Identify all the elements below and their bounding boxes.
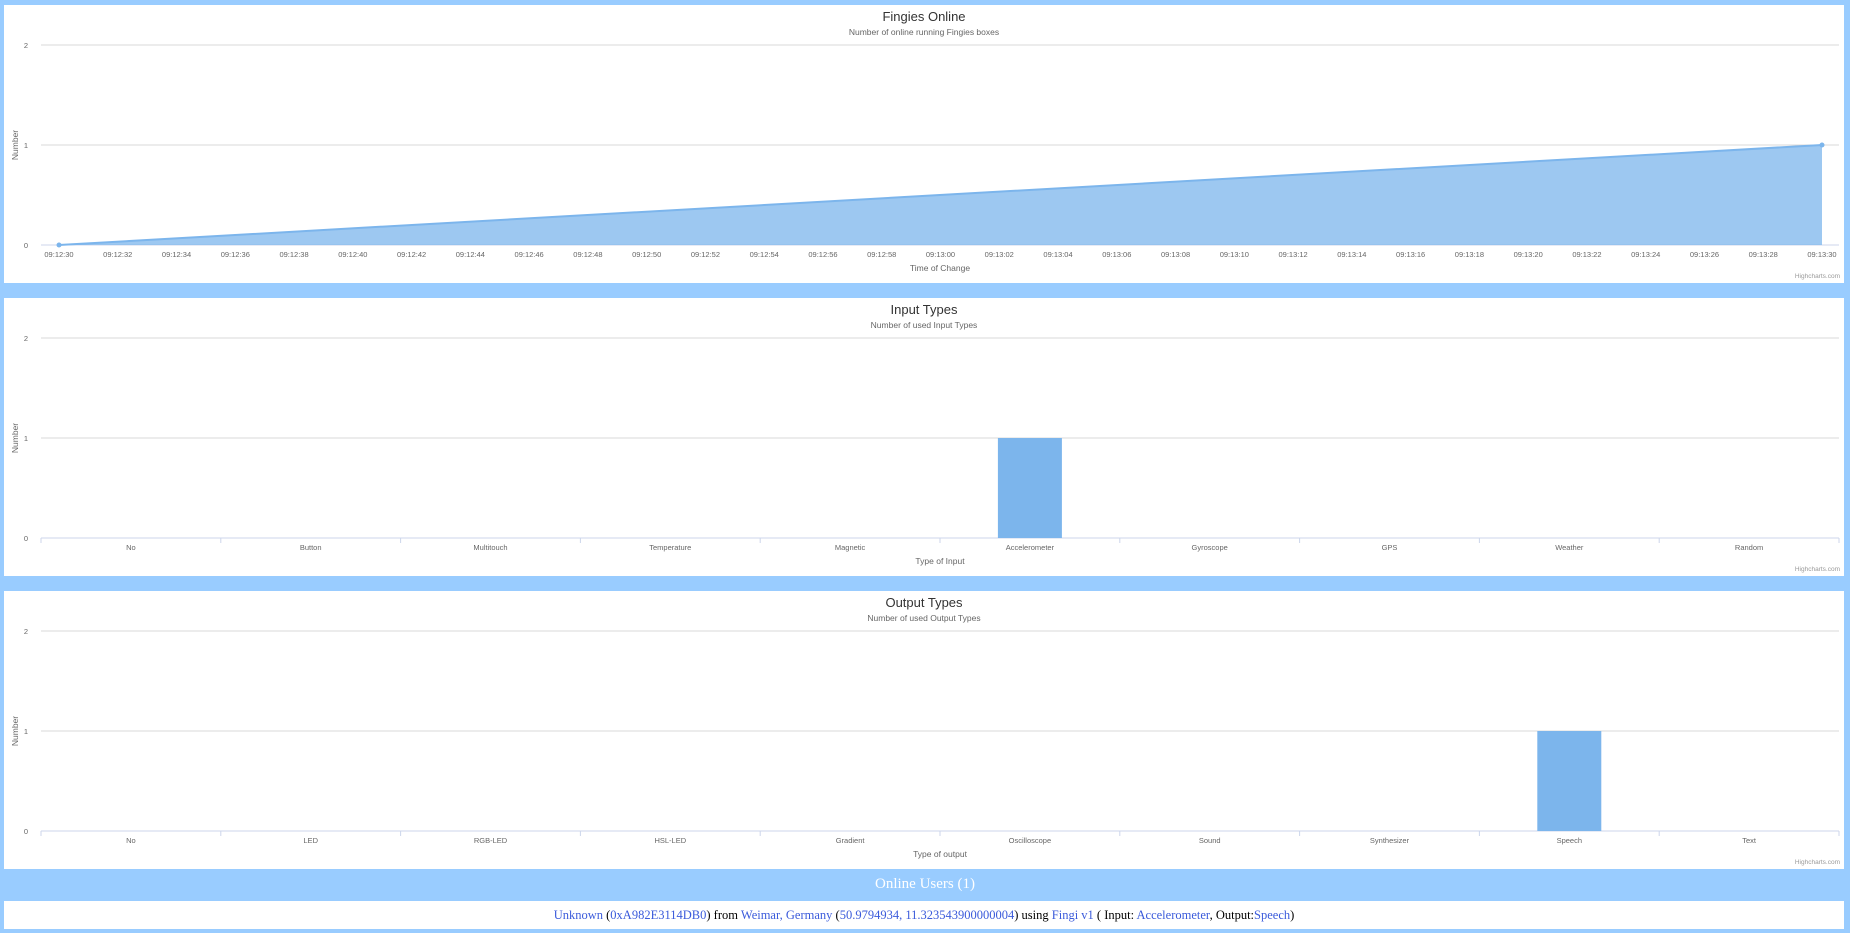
x-tick-label: 09:13:14 [1337, 250, 1366, 259]
chart-subtitle: Number of used Output Types [867, 613, 980, 623]
x-tick-label: Speech [1557, 836, 1582, 845]
x-tick-label: 09:12:36 [221, 250, 250, 259]
x-tick-label: HSL-LED [654, 836, 686, 845]
user-location-link[interactable]: Weimar, Germany [740, 908, 833, 922]
x-tick-label: No [126, 836, 136, 845]
y-tick-label: 2 [24, 334, 28, 343]
y-tick-label: 0 [24, 241, 28, 250]
y-tick-label: 2 [24, 41, 28, 50]
x-tick-label: 09:13:26 [1690, 250, 1719, 259]
x-tick-label: Random [1735, 543, 1763, 552]
bar-chart-svg: Input Types Number of used Input Types 0 1 2… [10, 302, 1840, 573]
x-tick-label: 09:12:38 [279, 250, 308, 259]
x-tick-label: 09:12:48 [573, 250, 602, 259]
user-name-link[interactable]: Unknown [553, 908, 603, 922]
x-tick-label: No [126, 543, 136, 552]
y-tick-label: 0 [24, 827, 28, 836]
using-label: using [1021, 908, 1049, 922]
x-tick-label: 09:12:54 [750, 250, 779, 259]
x-tick-label: 09:12:32 [103, 250, 132, 259]
x-tick-label: Multitouch [473, 543, 507, 552]
x-tick-label: 09:13:24 [1631, 250, 1660, 259]
x-tick-label: Gradient [836, 836, 866, 845]
x-tick-label: Accelerometer [1006, 543, 1055, 552]
chart-subtitle: Number of used Input Types [871, 320, 978, 330]
x-tick-label: Oscilloscope [1009, 836, 1052, 845]
x-tick-label: 09:12:42 [397, 250, 426, 259]
area-chart-svg: Fingies Online Number of online running F… [10, 9, 1840, 280]
x-tick-label: 09:13:16 [1396, 250, 1425, 259]
x-tick-label: 09:13:08 [1161, 250, 1190, 259]
input-label: Input: [1104, 908, 1135, 922]
x-tick-label: 09:13:30 [1807, 250, 1836, 259]
x-tick-label: 09:12:46 [515, 250, 544, 259]
y-tick-label: 1 [24, 434, 28, 443]
x-axis-title: Type of output [913, 849, 968, 859]
x-axis-title: Type of Input [915, 556, 965, 566]
y-tick-label: 2 [24, 627, 28, 636]
x-tick-label: 09:12:44 [456, 250, 485, 259]
y-tick-label: 1 [24, 141, 28, 150]
x-tick-label: 09:13:22 [1572, 250, 1601, 259]
y-tick-label: 1 [24, 727, 28, 736]
x-tick-label: 09:13:28 [1749, 250, 1778, 259]
x-tick-label: Weather [1555, 543, 1584, 552]
credits: Highcharts.com [1795, 859, 1840, 866]
x-tick-label: 09:12:40 [338, 250, 367, 259]
chart-panel-output-types: Output Types Number of used Output Types 0… [4, 591, 1844, 869]
chart-title: Output Types [885, 595, 963, 610]
from-label: from [713, 908, 738, 922]
x-tick-label: Synthesizer [1370, 836, 1410, 845]
x-tick-label: Magnetic [835, 543, 866, 552]
y-axis-title: Number [10, 716, 20, 746]
chart-subtitle: Number of online running Fingies boxes [849, 27, 999, 37]
x-tick-label: 09:13:02 [985, 250, 1014, 259]
user-output-link[interactable]: Speech [1254, 908, 1291, 922]
bar [1537, 731, 1602, 831]
x-tick-label: Text [1742, 836, 1757, 845]
credits: Highcharts.com [1795, 273, 1840, 280]
user-input-link[interactable]: Accelerometer [1136, 908, 1210, 922]
x-tick-label: 09:12:30 [44, 250, 73, 259]
x-tick-label: RGB-LED [474, 836, 508, 845]
chart-title: Fingies Online [882, 9, 965, 24]
output-label: Output: [1215, 908, 1255, 922]
bar [997, 438, 1062, 538]
y-tick-label: 0 [24, 534, 28, 543]
series-line [58, 144, 1823, 246]
chart-title: Input Types [891, 302, 958, 317]
chart-panel-fingies-online: Fingies Online Number of online running F… [4, 5, 1844, 283]
online-users-header: Online Users (1) [875, 876, 975, 892]
x-tick-label: Temperature [649, 543, 691, 552]
x-tick-label: 09:13:04 [1043, 250, 1072, 259]
y-axis-title: Number [10, 130, 20, 160]
x-tick-label: Sound [1199, 836, 1221, 845]
bar-chart-svg: Output Types Number of used Output Types 0… [10, 595, 1840, 866]
x-tick-label: GPS [1382, 543, 1398, 552]
user-device-link[interactable]: Fingi v1 [1051, 908, 1094, 922]
x-tick-label: 09:13:06 [1102, 250, 1131, 259]
x-tick-label: 09:12:50 [632, 250, 661, 259]
credits: Highcharts.com [1795, 566, 1840, 573]
x-tick-label: LED [303, 836, 318, 845]
x-tick-label: 09:13:00 [926, 250, 955, 259]
x-axis-title: Time of Change [910, 263, 970, 273]
x-tick-label: 09:12:56 [808, 250, 837, 259]
user-coords-link[interactable]: 50.9794934, 11.323543900000004 [839, 908, 1015, 922]
x-tick-label: 09:13:18 [1455, 250, 1484, 259]
y-axis-title: Number [10, 423, 20, 453]
x-tick-label: 09:12:34 [162, 250, 191, 259]
chart-panel-input-types: Input Types Number of used Input Types 0 1 2… [4, 298, 1844, 576]
x-tick-label: 09:13:20 [1514, 250, 1543, 259]
user-id-link[interactable]: 0xA982E3114DB0 [610, 908, 707, 922]
x-tick-label: 09:12:58 [867, 250, 896, 259]
x-tick-label: Gyroscope [1192, 543, 1228, 552]
data-point [56, 242, 62, 248]
x-tick-label: Button [300, 543, 322, 552]
data-point [1819, 142, 1825, 148]
x-tick-label: 09:13:10 [1220, 250, 1249, 259]
x-tick-label: 09:13:12 [1278, 250, 1307, 259]
online-users-list: Unknown (0xA982E3114DB0) from Weimar, Ge… [4, 901, 1844, 929]
x-tick-label: 09:12:52 [691, 250, 720, 259]
